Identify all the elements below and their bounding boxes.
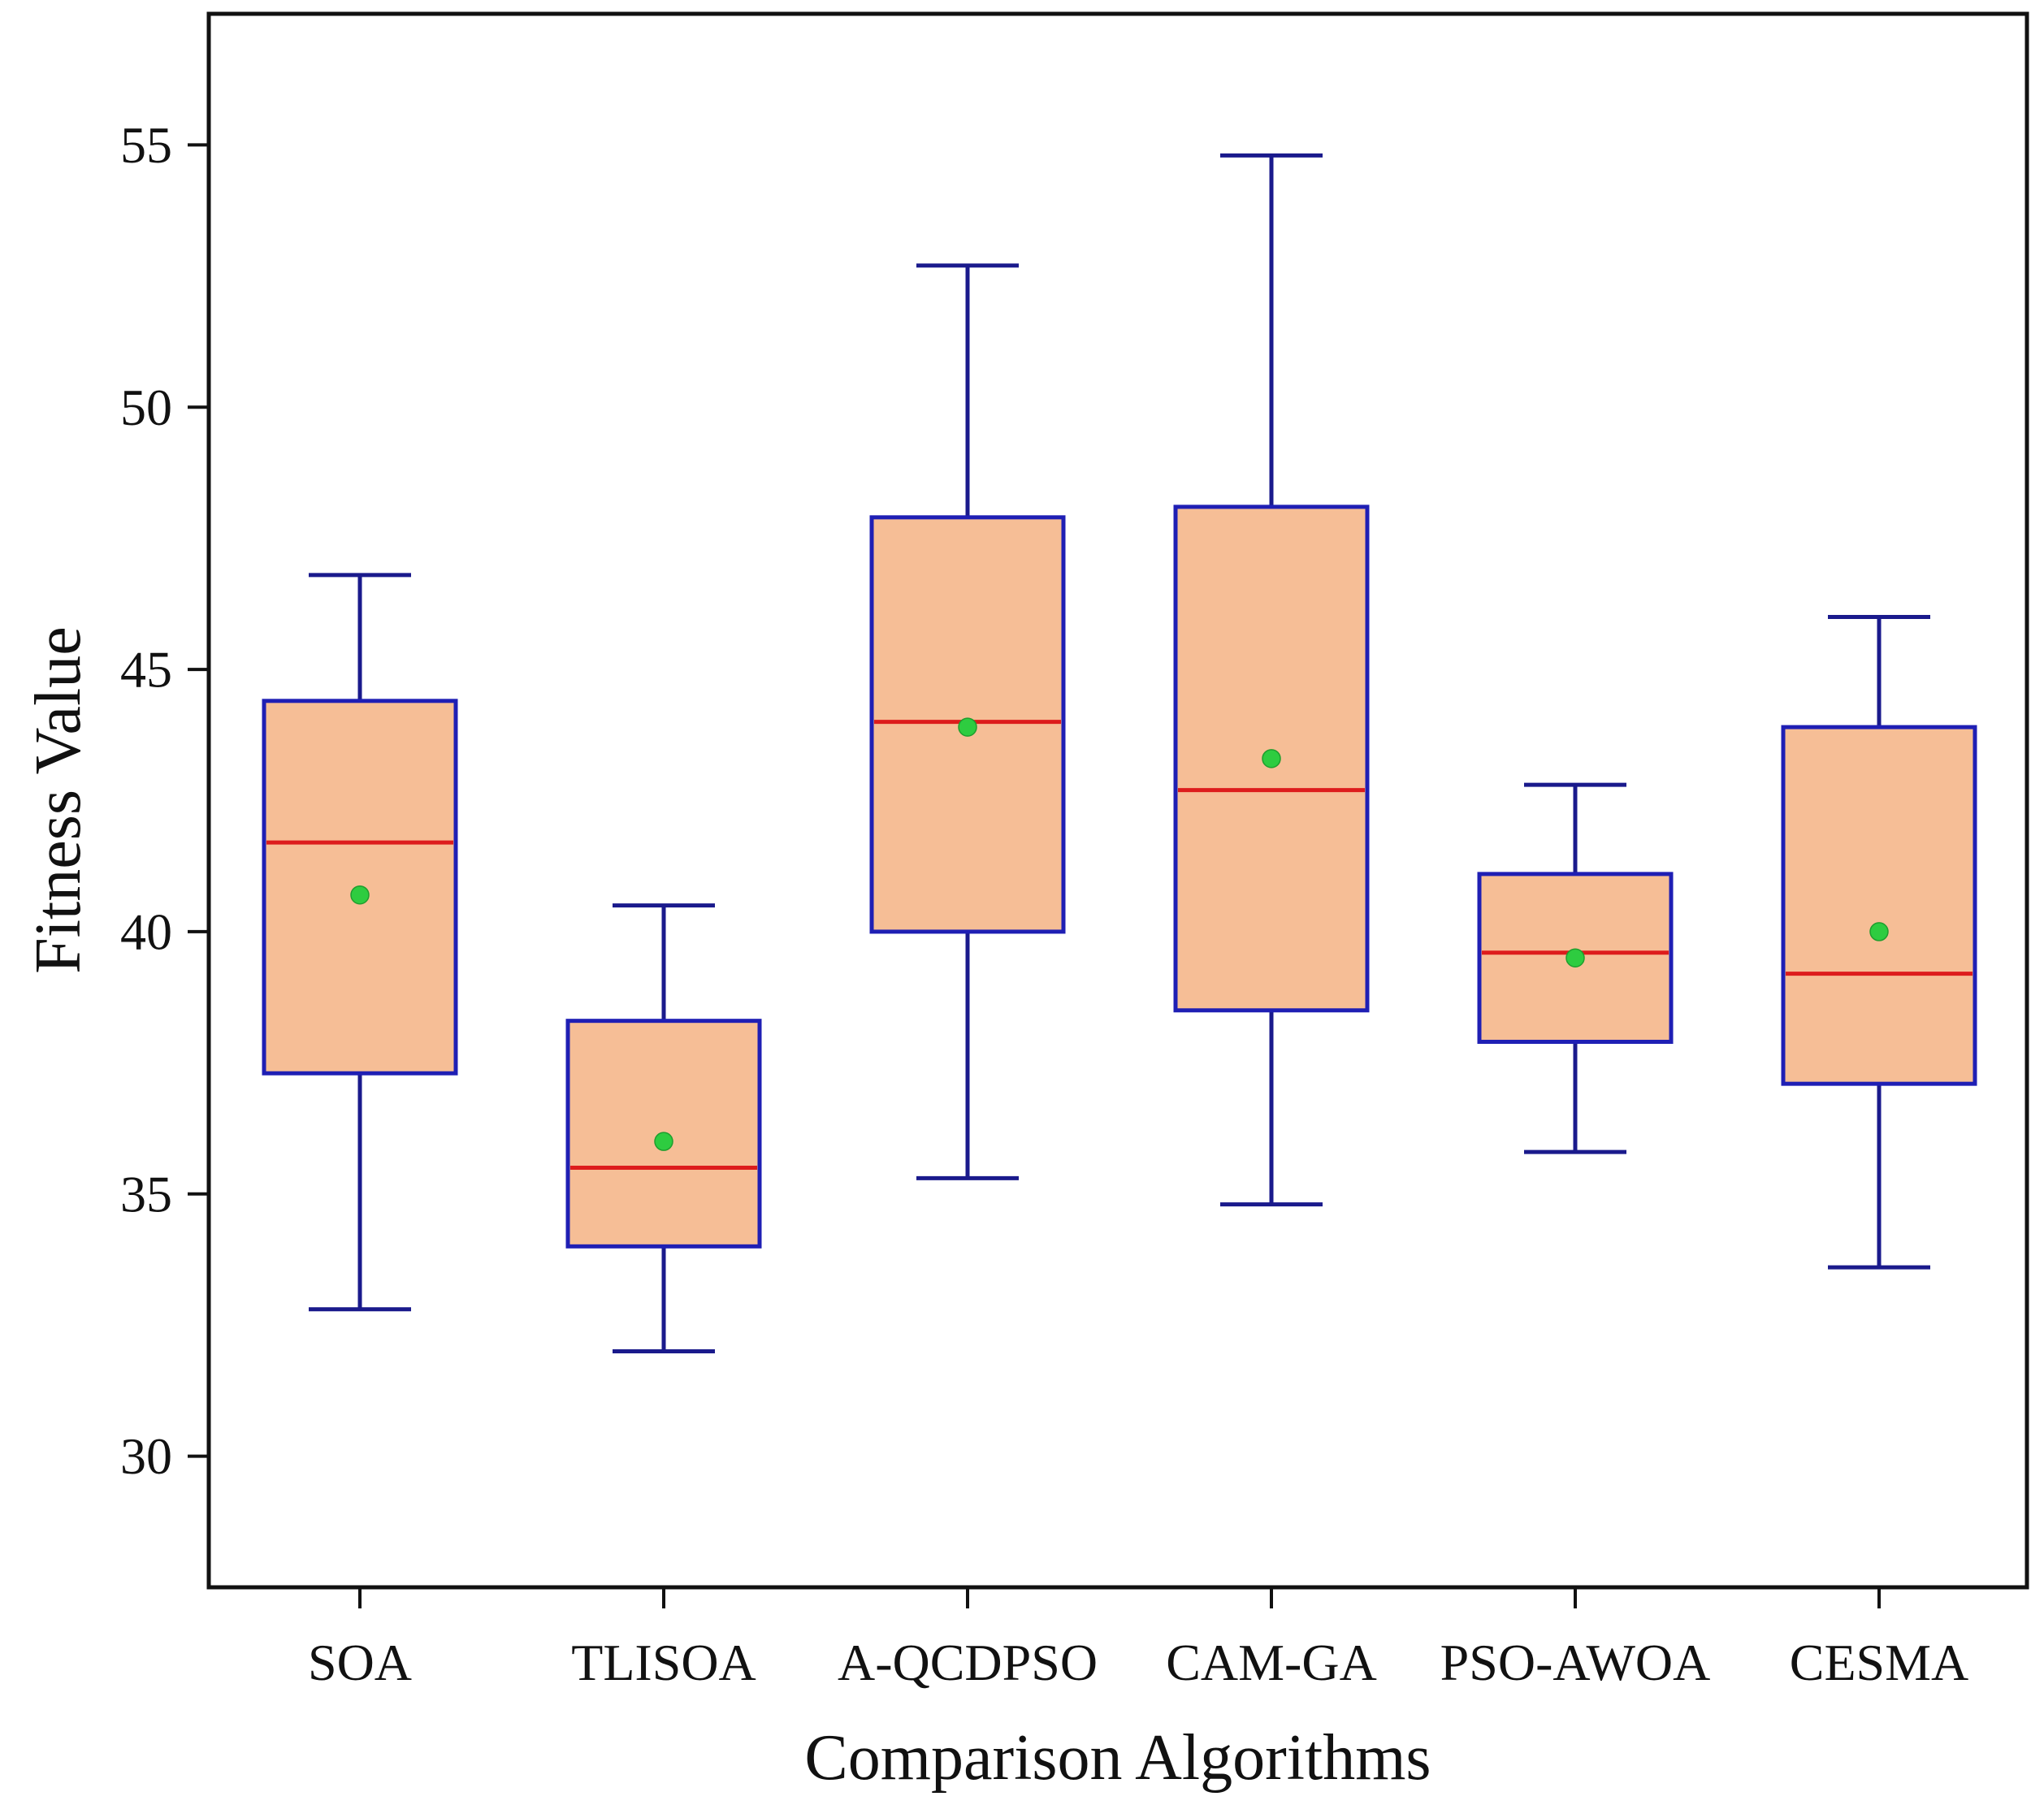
y-tick-label: 40 (120, 903, 172, 960)
iqr-box (1781, 725, 1977, 1086)
x-tick-label: CAM-GA (1166, 1634, 1377, 1691)
box-group (565, 903, 762, 1353)
mean-marker (654, 1132, 673, 1151)
x-axis-title: Comparison Algorithms (804, 1722, 1431, 1794)
y-tick-label: 50 (120, 379, 172, 436)
box-group (869, 263, 1066, 1180)
y-tick-label: 35 (120, 1165, 172, 1223)
mean-marker (1565, 948, 1585, 967)
x-tick-label: A-QCDPSO (838, 1634, 1098, 1691)
y-axis-title: Fitness Value (23, 626, 94, 973)
box-group (1781, 615, 1977, 1270)
box-group (1477, 782, 1674, 1154)
y-tick-label: 30 (120, 1427, 172, 1485)
mean-marker (1869, 922, 1889, 941)
y-tick-label: 55 (120, 116, 172, 174)
box-group (262, 573, 458, 1312)
axes-layer: 30 35 40 45 50 55 SOA TLISOA A-QCDPSO CAM-GA PSO-A… (120, 116, 1968, 1691)
x-tick-label: CESMA (1790, 1634, 1969, 1691)
x-tick-label: PSO-AWOA (1440, 1634, 1711, 1691)
mean-marker (958, 717, 977, 737)
plot-frame (206, 11, 2029, 1590)
x-tick-label: TLISOA (571, 1634, 756, 1691)
box-group (1173, 153, 1370, 1207)
boxes-layer (262, 153, 1977, 1353)
iqr-box (1477, 872, 1674, 1045)
mean-marker (350, 885, 370, 905)
y-tick-label: 45 (120, 641, 172, 699)
mean-marker (1262, 749, 1281, 768)
x-tick-label: SOA (308, 1634, 412, 1691)
